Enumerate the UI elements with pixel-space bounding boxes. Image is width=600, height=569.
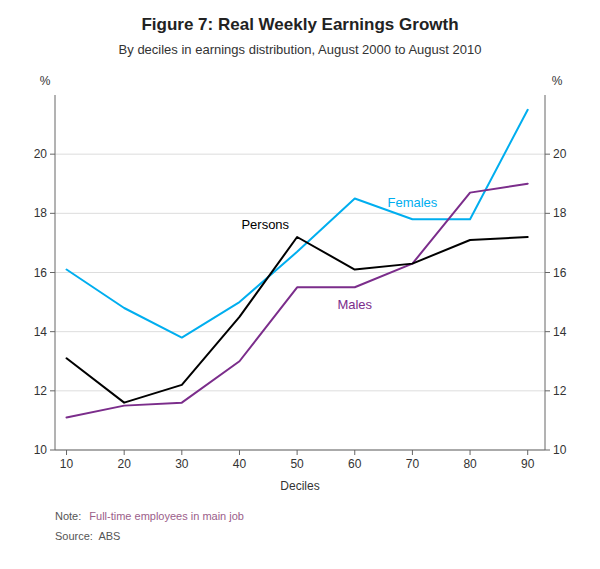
chart: Figure 7: Real Weekly Earnings Growth By … (0, 0, 600, 569)
series-lines (67, 110, 528, 418)
grid-line (55, 390, 545, 391)
subtitle: By deciles in earnings distribution, Aug… (119, 42, 482, 57)
series-label: Persons (241, 217, 289, 232)
grid-line (55, 450, 545, 451)
series-line (67, 237, 528, 403)
x-tick-label: 70 (406, 457, 420, 471)
y-tick (50, 272, 55, 273)
grid-line (55, 272, 545, 273)
y-tick-label: 20 (34, 147, 48, 161)
note-label: Note: (55, 510, 81, 522)
y-tick-label: 14 (34, 325, 48, 339)
y2-tick-label: 18 (553, 206, 567, 220)
y2-tick (545, 272, 550, 273)
y-tick (50, 331, 55, 332)
y-axis-label: % (40, 74, 51, 88)
series-label: Males (337, 297, 372, 312)
x-tick-label: 10 (60, 457, 74, 471)
x-tick-label: 30 (175, 457, 189, 471)
y-tick (50, 390, 55, 391)
y2-tick (545, 154, 550, 155)
y2-axis-label: % (552, 74, 563, 88)
y2-tick-label: 20 (553, 147, 567, 161)
series-line (67, 184, 528, 418)
axes: 10 20 30 40 50 60 70 80 90 10 12 14 16 18 20 10 12 14 16 18… (34, 95, 567, 471)
y-tick-label: 12 (34, 384, 48, 398)
x-axis-label: Deciles (280, 479, 319, 493)
x-tick-label: 90 (521, 457, 535, 471)
x-tick (239, 450, 240, 455)
x-axis-line (55, 450, 545, 451)
y-tick (50, 154, 55, 155)
y2-tick (545, 390, 550, 391)
y2-tick (545, 450, 550, 451)
y2-tick (545, 213, 550, 214)
y2-tick-label: 10 (553, 443, 567, 457)
grid-line (55, 154, 545, 155)
x-tick (66, 450, 67, 455)
note-text: Full-time employees in main job (89, 510, 244, 522)
y-tick-label: 16 (34, 266, 48, 280)
y2-tick-label: 16 (553, 266, 567, 280)
x-tick-label: 40 (233, 457, 247, 471)
y2-tick (545, 331, 550, 332)
y-tick-label: 18 (34, 206, 48, 220)
source: Source: ABS (55, 530, 120, 542)
x-tick-label: 60 (348, 457, 362, 471)
x-tick (297, 450, 298, 455)
x-tick (354, 450, 355, 455)
x-tick-label: 20 (117, 457, 131, 471)
x-tick (124, 450, 125, 455)
series-line (67, 110, 528, 338)
x-tick-label: 80 (463, 457, 477, 471)
x-tick-label: 50 (290, 457, 304, 471)
series-label: Females (387, 195, 437, 210)
x-tick (412, 450, 413, 455)
x-tick (527, 450, 528, 455)
grid-line (55, 213, 545, 214)
y-tick (50, 450, 55, 451)
y2-tick-label: 14 (553, 325, 567, 339)
title: Figure 7: Real Weekly Earnings Growth (141, 15, 458, 34)
y-tick (50, 213, 55, 214)
y2-tick-label: 12 (553, 384, 567, 398)
x-tick (181, 450, 182, 455)
x-tick (470, 450, 471, 455)
y-tick-label: 10 (34, 443, 48, 457)
series-labels: Females Males Persons (241, 195, 437, 312)
grid (55, 154, 545, 450)
grid-line (55, 331, 545, 332)
